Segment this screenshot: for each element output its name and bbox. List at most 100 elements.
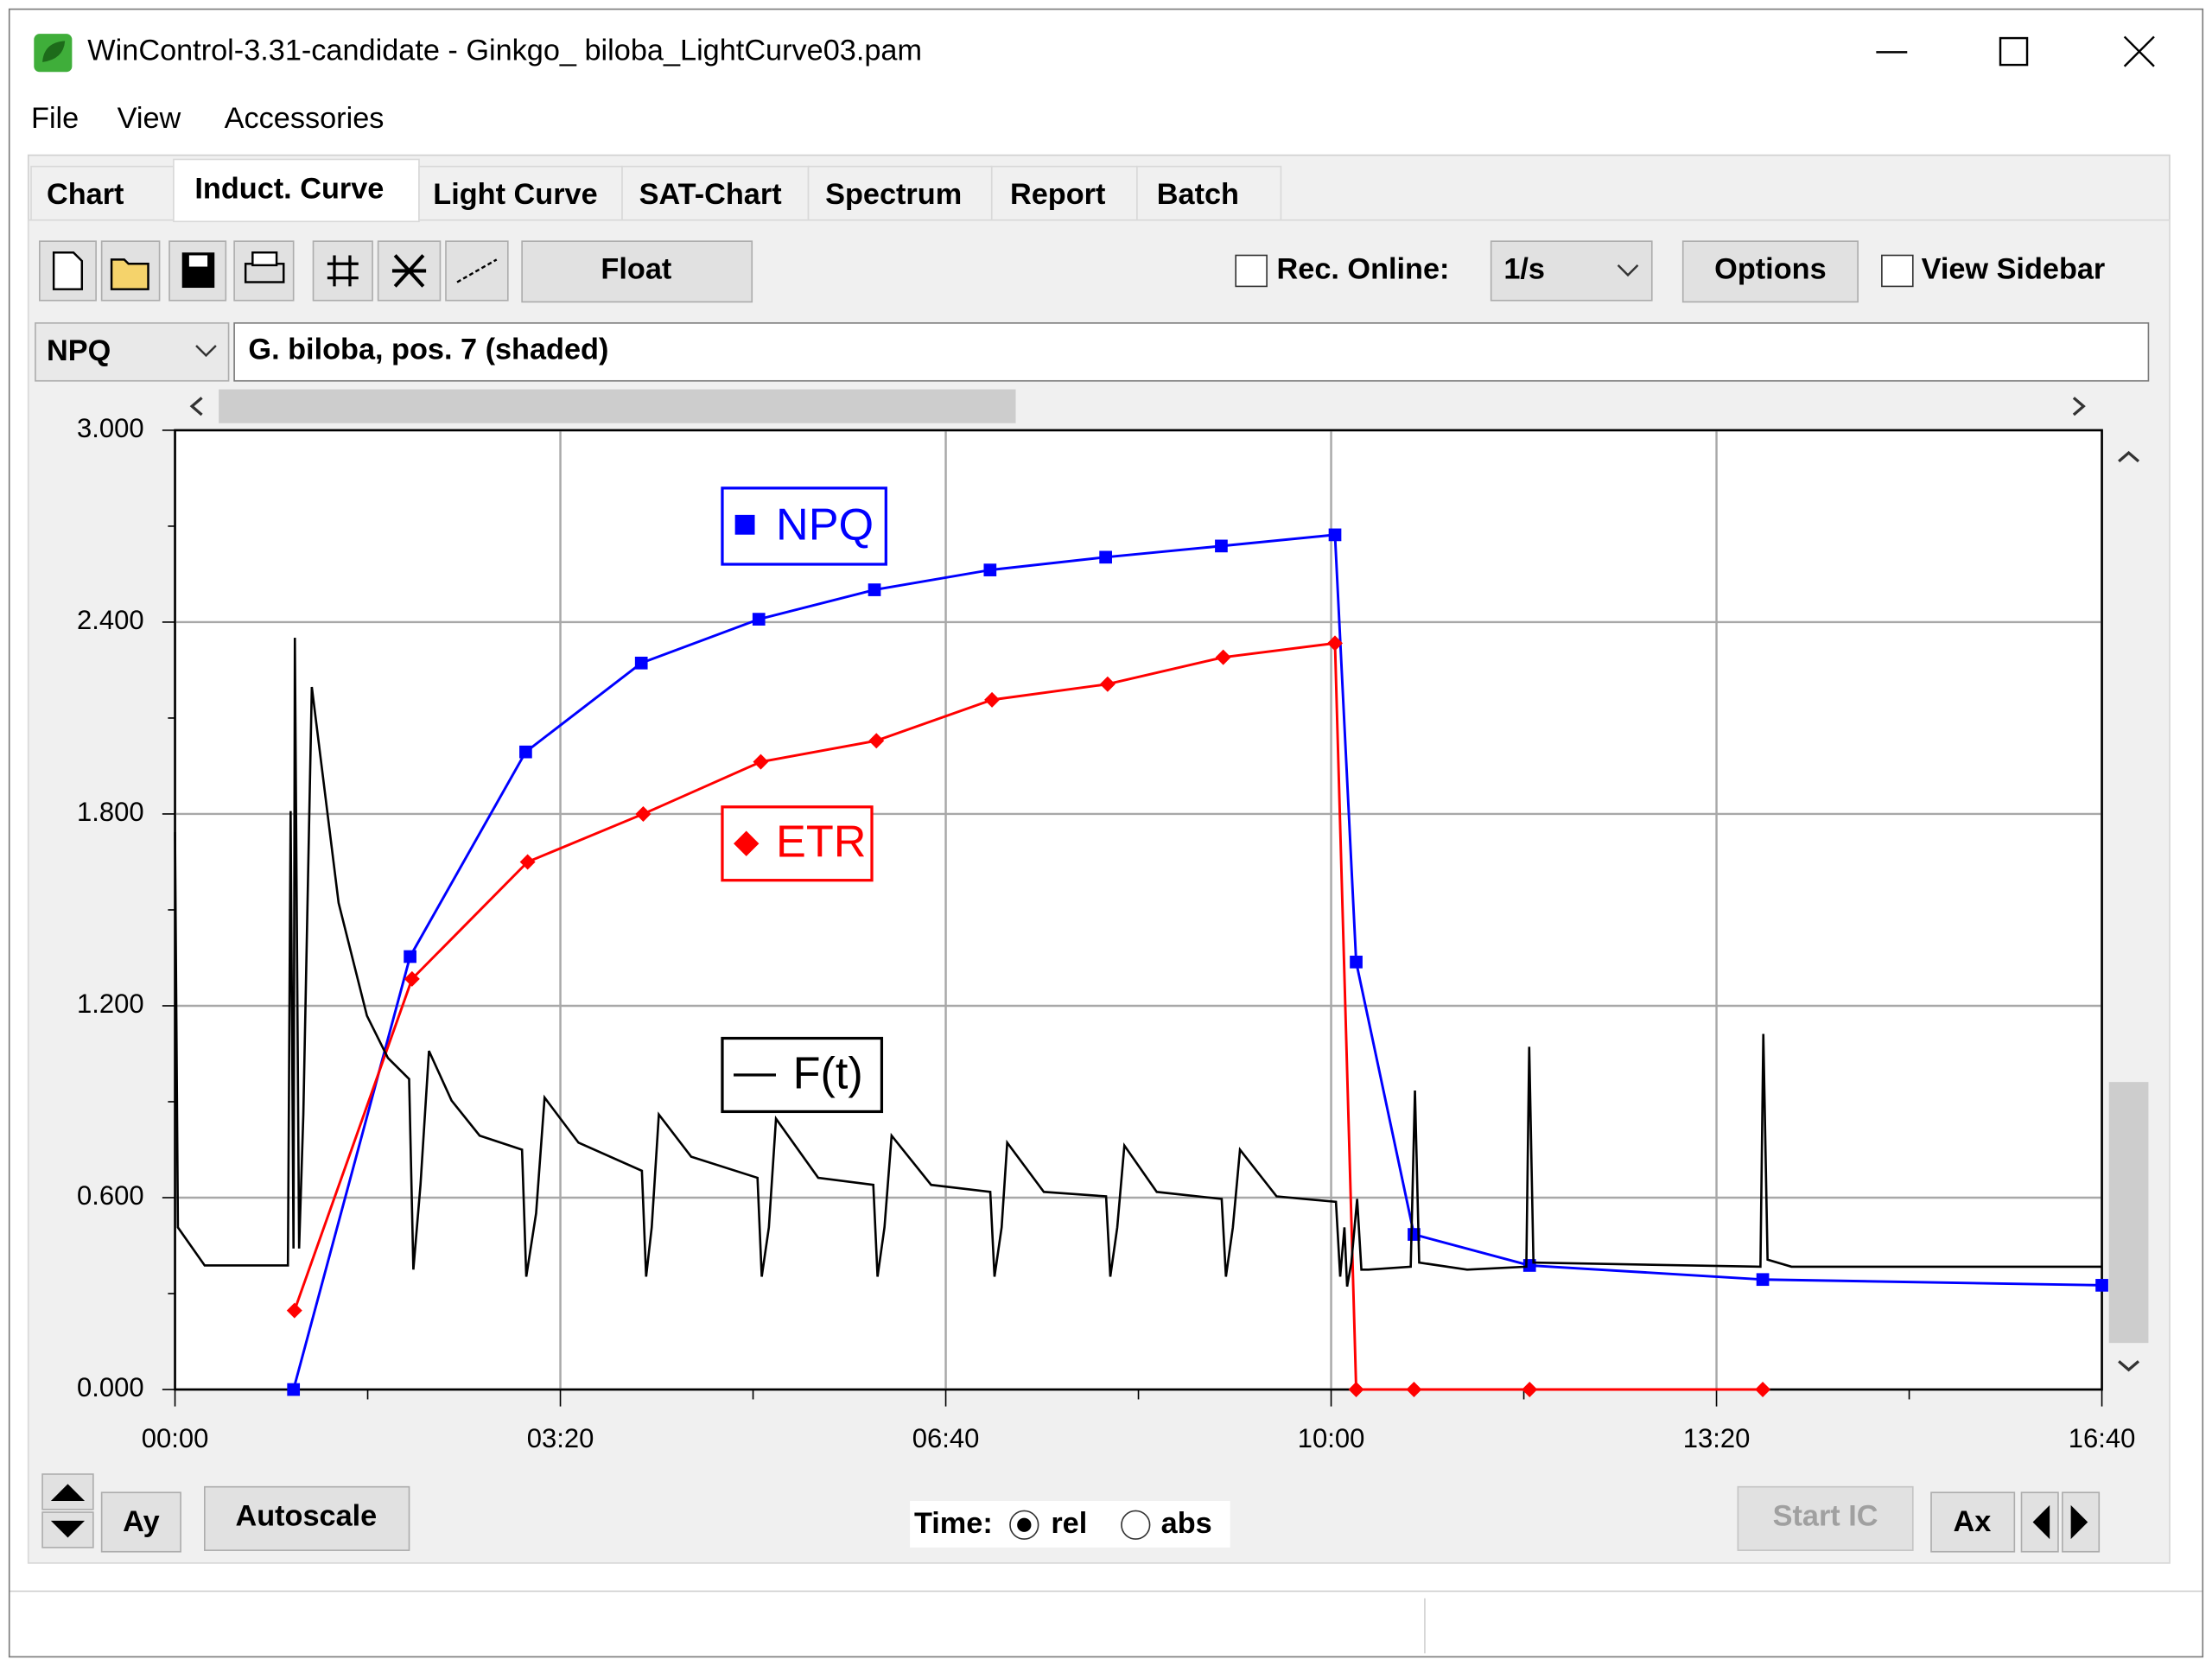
autoscale-button[interactable] xyxy=(204,1485,410,1551)
y-tick-label: 0.600 xyxy=(77,1180,144,1211)
legend-symbol xyxy=(734,830,760,856)
x-tick-label: 00:00 xyxy=(142,1423,209,1453)
ay-button[interactable] xyxy=(100,1491,181,1553)
rec-online-checkbox[interactable] xyxy=(1235,254,1268,288)
maximize-button[interactable] xyxy=(1999,36,2029,67)
parameter-combo[interactable] xyxy=(35,322,230,382)
v-scroll-thumb[interactable] xyxy=(2108,1082,2149,1344)
x-scale-left-button[interactable] xyxy=(2020,1491,2059,1553)
tab-label[interactable]: Batch xyxy=(1157,178,1239,211)
view-sidebar-checkbox[interactable] xyxy=(1881,254,1914,288)
tab[interactable] xyxy=(807,165,993,221)
tab-label[interactable]: Light Curve xyxy=(433,178,597,211)
grid-button[interactable] xyxy=(312,240,373,302)
npq-marker xyxy=(1099,550,1112,564)
npq-marker xyxy=(752,613,766,626)
rel-label[interactable]: rel xyxy=(1051,1507,1087,1540)
tab[interactable] xyxy=(621,165,810,221)
close-button[interactable] xyxy=(2123,35,2155,67)
x-tick-label: 10:00 xyxy=(1298,1423,1365,1453)
ax-label[interactable]: Ax xyxy=(1953,1505,1991,1538)
y-tick-label: 1.200 xyxy=(77,989,144,1019)
y-tick-label: 3.000 xyxy=(77,413,144,443)
series-line xyxy=(293,641,1764,1391)
tab-label[interactable]: SAT-Chart xyxy=(639,178,782,211)
tab[interactable] xyxy=(418,165,623,221)
open-button[interactable] xyxy=(100,240,161,302)
save-button[interactable] xyxy=(168,240,227,302)
combo-arrow xyxy=(1617,264,1639,277)
menu-item[interactable]: Accessories xyxy=(225,102,385,135)
legend-label: NPQ xyxy=(776,499,874,550)
x-tick-label: 16:40 xyxy=(2069,1423,2136,1453)
abs-radio[interactable] xyxy=(1121,1510,1151,1540)
new-button[interactable] xyxy=(39,240,97,302)
npq-marker xyxy=(404,950,416,963)
float-label[interactable]: Float xyxy=(601,253,671,286)
sample-text[interactable]: G. biloba, pos. 7 (shaded) xyxy=(248,334,608,366)
tab[interactable] xyxy=(1136,165,1282,221)
y-tick-label: 0.000 xyxy=(77,1372,144,1402)
tab-label[interactable]: Induct. Curve xyxy=(194,172,384,205)
y-tick-label: 1.800 xyxy=(77,797,144,827)
etr-marker xyxy=(404,970,420,987)
npq-marker xyxy=(519,745,532,759)
scroll-arrows[interactable] xyxy=(2118,450,2140,1372)
etr-marker xyxy=(1327,635,1343,652)
rec-online-label[interactable]: Rec. Online: xyxy=(1277,253,1450,286)
window-title: WinControl-3.31-candidate - Ginkgo_ bilo… xyxy=(87,34,922,67)
parameter-value[interactable]: NPQ xyxy=(47,334,111,367)
x-tick-label: 13:20 xyxy=(1683,1423,1751,1453)
tab-selected[interactable] xyxy=(173,158,420,223)
cursor-button[interactable] xyxy=(377,240,442,302)
y-scale-down-button[interactable] xyxy=(41,1511,94,1548)
x-scale-right-button[interactable] xyxy=(2062,1491,2101,1553)
menu-item[interactable]: View xyxy=(118,102,181,135)
etr-marker xyxy=(1215,649,1231,665)
tab[interactable] xyxy=(990,165,1138,221)
npq-marker xyxy=(1350,955,1363,969)
npq-marker xyxy=(634,656,648,670)
chart: 0.000 0.600 1.200 1.800 2.400 3.000 00:00 03:20… xyxy=(77,413,2135,1453)
options-label[interactable]: Options xyxy=(1714,253,1826,286)
app-icon xyxy=(34,34,73,73)
view-sidebar-label[interactable]: View Sidebar xyxy=(1922,253,2106,286)
rate-value[interactable]: 1/s xyxy=(1503,253,1545,286)
menu-item[interactable]: File xyxy=(31,102,79,135)
legend-label: F(t) xyxy=(793,1048,863,1098)
start-ic-button[interactable] xyxy=(1737,1485,1914,1551)
abs-label[interactable]: abs xyxy=(1161,1507,1212,1540)
etr-marker xyxy=(868,733,885,749)
options-button[interactable] xyxy=(1681,240,1859,303)
ay-label[interactable]: Ay xyxy=(123,1505,160,1538)
time-mode-group xyxy=(910,1500,1230,1548)
tab-label[interactable]: Chart xyxy=(47,178,124,211)
tab-label[interactable]: Report xyxy=(1010,178,1105,211)
time-label: Time: xyxy=(914,1507,993,1540)
rel-radio-dot xyxy=(1017,1517,1032,1532)
scroll-arrows[interactable] xyxy=(189,397,2086,416)
npq-marker xyxy=(1756,1273,1770,1287)
y-scale-up-button[interactable] xyxy=(41,1473,94,1510)
line-button[interactable] xyxy=(445,240,509,302)
y-tick-label: 2.400 xyxy=(77,605,144,635)
tab-label[interactable]: Spectrum xyxy=(825,178,962,211)
sample-field[interactable] xyxy=(233,322,2150,382)
plot-area xyxy=(174,429,2103,1391)
npq-marker xyxy=(287,1383,301,1396)
npq-marker xyxy=(983,563,997,576)
print-button[interactable] xyxy=(233,240,295,302)
ax-button[interactable] xyxy=(1930,1491,2016,1553)
combo-arrow xyxy=(195,345,217,358)
npq-marker xyxy=(1328,528,1342,542)
tab[interactable] xyxy=(30,165,175,221)
npq-marker xyxy=(868,583,881,596)
npq-marker xyxy=(1215,539,1228,553)
autoscale-label[interactable]: Autoscale xyxy=(235,1500,377,1533)
start-ic-label[interactable]: Start IC xyxy=(1773,1500,1878,1533)
legend-label: ETR xyxy=(776,817,866,868)
h-scroll-thumb[interactable] xyxy=(219,389,1016,423)
float-button[interactable] xyxy=(521,240,753,303)
etr-marker xyxy=(984,691,1001,708)
